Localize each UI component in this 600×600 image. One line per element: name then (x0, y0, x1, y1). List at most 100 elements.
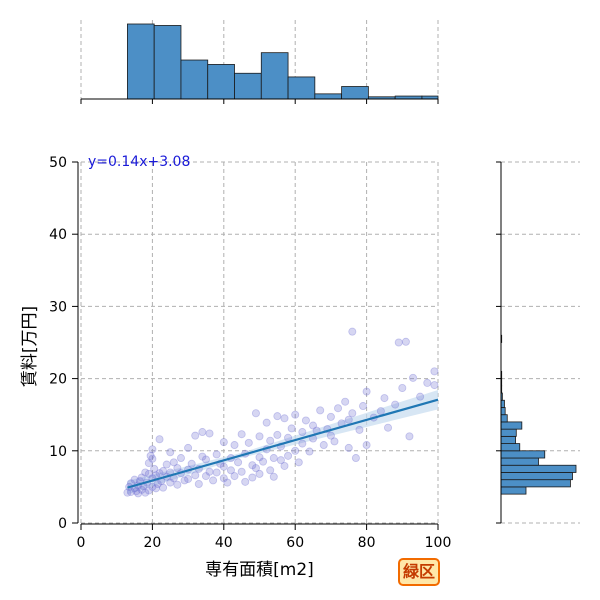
scatter-point (359, 402, 368, 411)
scatter-point (355, 425, 364, 434)
regression-confidence-band (127, 390, 438, 495)
right-hist-bar (500, 435, 516, 444)
scatter-point (319, 441, 328, 450)
x-tick-label: 0 (77, 535, 86, 551)
scatter-point (266, 466, 275, 475)
scatter-point (362, 387, 371, 396)
scatter-point (146, 451, 155, 460)
regression-line (127, 398, 439, 489)
scatter-point (191, 471, 200, 480)
scatter-point (255, 453, 264, 462)
scatter-point (148, 454, 157, 463)
scatter-point (269, 472, 278, 481)
scatter-point (416, 392, 425, 401)
scatter-point (255, 469, 264, 478)
scatter-point (191, 431, 200, 440)
scatter-point (266, 436, 275, 445)
y-tick-label: 20 (49, 372, 67, 388)
right-hist-bar (500, 486, 527, 495)
scatter-point (251, 464, 260, 473)
scatter-point (212, 468, 221, 477)
right-hist-bar (500, 399, 505, 408)
scatter-point (430, 367, 439, 376)
scatter-point (132, 487, 141, 496)
scatter-point (137, 473, 146, 482)
x-axis-title: 専有面積[m2] (205, 560, 314, 580)
scatter-point (280, 414, 289, 423)
top-hist-bar (314, 93, 343, 100)
scatter-point (123, 488, 132, 497)
y-tick-label: 40 (49, 227, 67, 243)
scatter-point (230, 472, 239, 481)
scatter-point (241, 477, 250, 486)
scatter-point (262, 418, 271, 427)
right-hist-bar (500, 443, 521, 452)
scatter-point (144, 469, 153, 478)
scatter-point (280, 461, 289, 470)
scatter-point (141, 468, 150, 477)
scatter-point (273, 412, 282, 421)
scatter-point (173, 480, 182, 489)
scatter-point (176, 454, 185, 463)
scatter-point (341, 397, 350, 406)
scatter-point (180, 476, 189, 485)
x-tick-label: 20 (143, 535, 161, 551)
scatter-point (184, 474, 193, 483)
scatter-point (201, 472, 210, 481)
scatter-point (144, 459, 153, 468)
y-tick-label: 10 (49, 444, 67, 460)
scatter-point (201, 455, 210, 464)
scatter-point (251, 409, 260, 418)
scatter-point (294, 458, 303, 467)
scatter-point (237, 430, 246, 439)
scatter-point (351, 454, 360, 463)
scatter-point (269, 454, 278, 463)
scatter-point (276, 456, 285, 465)
scatter-point (405, 432, 414, 441)
scatter-point (362, 441, 371, 450)
scatter-point (291, 410, 300, 419)
scatter-point (130, 475, 139, 484)
right-hist-bar (500, 421, 523, 430)
scatter-point (248, 473, 257, 482)
scatter-point (187, 459, 196, 468)
scatter-point (226, 466, 235, 475)
y-tick-label: 50 (49, 155, 67, 171)
scatter-point (248, 461, 257, 470)
scatter-point (384, 423, 393, 432)
district-badge: 緑区 (398, 558, 440, 586)
right-hist-bar (500, 472, 573, 481)
scatter-point (166, 478, 175, 487)
scatter-point (134, 489, 143, 498)
right-hist-bar (500, 479, 571, 488)
scatter-point (194, 480, 203, 489)
right-hist-bar (500, 414, 508, 423)
scatter-point (298, 428, 307, 437)
scatter-point (148, 482, 157, 491)
scatter-point (287, 424, 296, 433)
scatter-point (148, 445, 157, 454)
scatter-point (326, 431, 335, 440)
scatter-point (153, 480, 162, 489)
scatter-point (205, 467, 214, 476)
top-hist-bar (260, 52, 289, 100)
scatter-point (430, 381, 439, 390)
scatter-point (219, 462, 228, 471)
y-tick-label: 30 (49, 299, 67, 315)
main-scatter-plot: 0 10 20 30 40 50 0 20 40 60 80 100 専有面積[m2] 賃料[万円] y=0… (20, 154, 451, 580)
scatter-point (284, 451, 293, 460)
scatter-point (273, 430, 282, 439)
top-hist-bar (180, 59, 209, 100)
scatter-point (223, 478, 232, 487)
scatter-point (155, 469, 164, 478)
scatter-point (159, 483, 168, 492)
scatter-point (198, 452, 207, 461)
x-tick-label: 60 (286, 535, 304, 551)
scatter-point (326, 412, 335, 421)
scatter-point (348, 327, 357, 336)
right-hist-bar (500, 464, 577, 473)
scatter-point (344, 415, 353, 424)
right-hist-bar (500, 428, 517, 437)
right-hist-bar (500, 407, 506, 416)
